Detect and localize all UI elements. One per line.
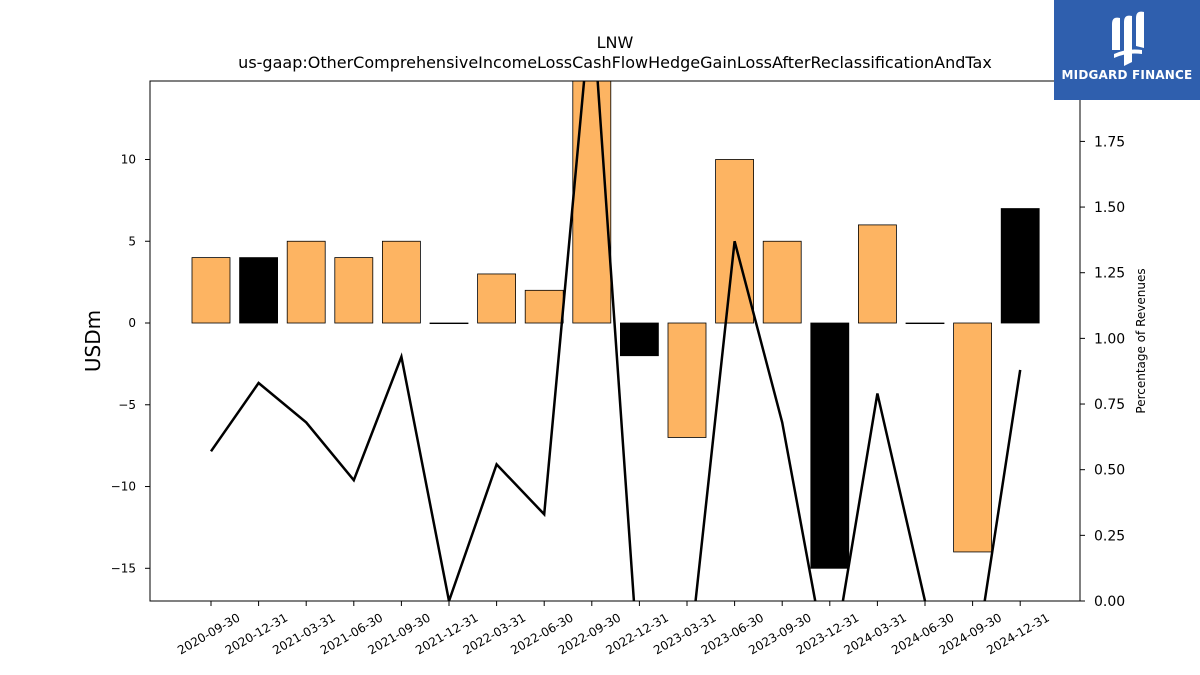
bar-2023-12-31 — [810, 322, 850, 569]
bar-2022-12-31 — [620, 322, 659, 357]
y-tick-label: 0 — [128, 316, 136, 330]
bar-2020-09-30 — [191, 257, 231, 324]
bar-2024-12-31 — [1000, 208, 1040, 324]
bar-2024-09-30 — [953, 322, 992, 553]
bar-2020-12-31 — [239, 257, 279, 324]
bar-2021-03-31 — [286, 240, 326, 324]
bar-2024-06-30 — [905, 322, 945, 325]
y2-tick-label: 0.50 — [1094, 463, 1125, 479]
y2-tick-label: 1.00 — [1094, 331, 1125, 347]
bar-2023-09-30 — [762, 240, 802, 324]
logo-text: MIDGARD FINANCE — [1061, 68, 1193, 82]
y-tick-label: −5 — [118, 398, 136, 412]
bar-series — [191, 81, 1040, 569]
bar-2023-03-31 — [667, 322, 707, 438]
y-axis-label: USDm — [81, 310, 105, 372]
y2-tick-label: 0.75 — [1094, 397, 1125, 413]
bar-2021-12-31 — [429, 322, 469, 325]
y-axis-right: 0.00 0.25 0.50 0.75 1.00 1.25 1.50 1.75 — [1080, 134, 1125, 610]
y-tick-label: 10 — [121, 152, 136, 166]
y2-axis-label: Percentage of Revenues — [1134, 268, 1148, 413]
y2-tick-label: 1.25 — [1094, 266, 1125, 282]
y-tick-label: −10 — [111, 480, 136, 494]
y2-tick-label: 0.00 — [1094, 594, 1125, 610]
bar-2021-06-30 — [334, 257, 374, 324]
y2-tick-label: 1.75 — [1094, 134, 1125, 150]
brand-logo: MIDGARD FINANCE — [1054, 0, 1200, 100]
chart-subtitle: us-gaap:OtherComprehensiveIncomeLossCash… — [238, 53, 992, 72]
bar-2022-03-31 — [477, 273, 517, 324]
chart-title: LNW — [597, 33, 634, 52]
line-series — [209, 81, 1022, 601]
y-axis-left: −15 −10 −5 0 5 10 — [111, 152, 150, 575]
y-tick-label: 5 — [128, 234, 136, 248]
y2-tick-label: 0.25 — [1094, 528, 1125, 544]
revenue-pct-line — [209, 81, 1022, 601]
y2-tick-label: 1.50 — [1094, 200, 1125, 216]
logo-mark-icon — [1112, 11, 1144, 67]
bar-2022-06-30 — [524, 289, 564, 324]
bar-2024-03-31 — [858, 224, 897, 324]
y-tick-label: −15 — [111, 561, 136, 575]
bar-2021-09-30 — [381, 240, 421, 324]
x-axis: 2020-09-302020-12-312021-03-312021-06-30… — [175, 601, 1052, 657]
plot-frame — [149, 80, 1081, 602]
